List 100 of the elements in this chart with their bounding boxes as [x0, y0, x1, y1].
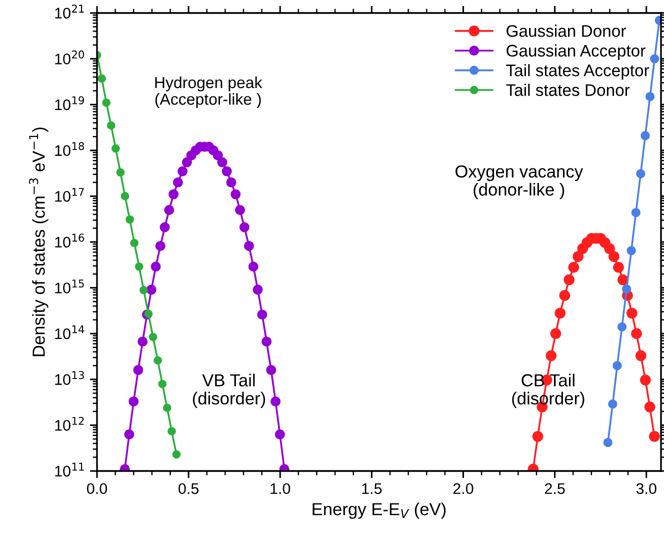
point	[133, 365, 144, 376]
point	[617, 322, 627, 332]
point	[270, 396, 281, 406]
point	[155, 240, 166, 251]
y-tick-label: 10$^{20}$	[55, 50, 84, 64]
point	[239, 222, 250, 232]
point	[603, 438, 612, 448]
annotation: VB Tail (disorder)	[192, 374, 266, 408]
annotation: Oxygen vacancy (donor-like )	[456, 165, 584, 200]
point	[604, 243, 615, 254]
point	[102, 98, 111, 107]
point	[158, 380, 167, 388]
y-tick-label: 10$^{19}$	[55, 96, 84, 110]
point	[546, 350, 557, 362]
point	[248, 262, 258, 272]
point	[626, 246, 636, 256]
point	[550, 328, 562, 340]
y-tick-label: 10$^{15}$	[55, 280, 84, 294]
point	[631, 208, 640, 218]
point	[626, 308, 638, 319]
point	[168, 189, 179, 200]
point	[636, 169, 646, 178]
point	[244, 240, 254, 251]
y-tick-label: 10$^{16}$	[55, 234, 84, 248]
point	[608, 399, 618, 409]
point	[612, 361, 622, 370]
x-tick-label: 0.0	[86, 483, 108, 494]
point	[134, 262, 144, 271]
legend-label: Gaussian Acceptor	[506, 44, 646, 60]
point	[532, 430, 544, 442]
point	[252, 284, 263, 295]
point	[572, 251, 584, 262]
y-axis-title: Density of states (cm$^{−3}$ eV$^{−1}$)	[29, 128, 48, 356]
point	[148, 332, 158, 342]
y-tick-label: 10$^{12}$	[55, 416, 84, 431]
annotation: Hydrogen peak (Acceptor-like )	[155, 76, 262, 108]
point	[98, 74, 106, 83]
point	[640, 131, 650, 140]
x-tick-label: 1.0	[270, 483, 290, 494]
x-axis-title: Energy E-E$_{V}$ (eV)	[312, 502, 446, 519]
point	[106, 121, 116, 130]
y-tick-label: 10$^{14}$	[55, 325, 84, 340]
point	[126, 215, 134, 224]
point	[164, 204, 174, 215]
point	[154, 356, 162, 365]
point	[631, 328, 642, 340]
point	[635, 350, 646, 362]
legend-label: Tail states Acceptor	[506, 64, 650, 80]
y-tick-label: 10$^{18}$	[55, 142, 84, 156]
legend-label: Gaussian Donor	[506, 24, 626, 37]
point	[168, 427, 176, 436]
point	[116, 168, 125, 177]
point	[138, 336, 148, 347]
point	[559, 290, 570, 301]
x-tick-label: 1.5	[362, 483, 382, 494]
point	[162, 404, 172, 412]
point	[150, 262, 161, 272]
x-tick-label: 0.5	[178, 483, 199, 494]
point	[257, 310, 268, 320]
point	[617, 274, 628, 286]
point	[120, 192, 130, 200]
point	[178, 166, 188, 176]
y-tick-label: 10$^{17}$	[55, 188, 84, 202]
point	[608, 251, 620, 262]
point	[645, 92, 655, 102]
point	[564, 274, 574, 286]
legend-label: Tail states Donor	[506, 84, 630, 96]
point	[222, 166, 232, 176]
point	[648, 430, 660, 442]
point	[235, 204, 246, 215]
point	[182, 157, 192, 168]
point	[622, 284, 632, 294]
point	[124, 429, 134, 440]
point	[130, 238, 139, 248]
point	[650, 54, 660, 64]
point	[226, 177, 236, 188]
point	[230, 189, 241, 200]
point	[146, 284, 156, 295]
point	[128, 396, 139, 406]
point	[613, 262, 624, 273]
point	[262, 336, 272, 347]
y-tick-label: 10$^{11}$	[55, 462, 84, 477]
y-tick-label: 10$^{21}$	[55, 4, 84, 19]
point	[266, 365, 276, 376]
x-tick-label: 2.5	[544, 483, 565, 494]
point	[554, 308, 566, 319]
point	[172, 177, 183, 188]
point	[172, 450, 181, 459]
point	[568, 262, 580, 273]
x-tick-label: 2.0	[453, 483, 474, 494]
point	[140, 286, 148, 294]
point	[640, 374, 651, 386]
y-tick-label: 10$^{13}$	[55, 371, 84, 385]
point	[217, 157, 228, 168]
point	[160, 222, 170, 232]
point	[112, 144, 120, 153]
x-tick-label: 3.0	[636, 483, 656, 494]
point	[274, 429, 285, 440]
point	[644, 402, 656, 412]
point	[212, 150, 223, 160]
